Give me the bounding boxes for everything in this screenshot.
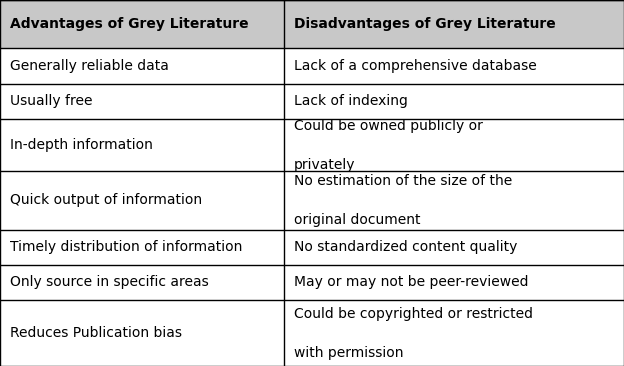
Bar [0, 119, 284, 171]
Text: Usually free: Usually free [10, 94, 92, 108]
Bar [0, 265, 284, 300]
Bar [284, 171, 624, 229]
Bar [0, 229, 284, 265]
Bar [284, 265, 624, 300]
Bar [284, 48, 624, 83]
Text: Quick output of information: Quick output of information [10, 194, 202, 208]
Text: Timely distribution of information: Timely distribution of information [10, 240, 242, 254]
Bar [0, 171, 284, 229]
Bar [284, 0, 624, 48]
Text: Could be copyrighted or restricted

with permission: Could be copyrighted or restricted with … [294, 307, 533, 359]
Text: Only source in specific areas: Only source in specific areas [10, 276, 209, 290]
Text: Advantages of Grey Literature: Advantages of Grey Literature [10, 17, 248, 31]
Text: Disadvantages of Grey Literature: Disadvantages of Grey Literature [294, 17, 555, 31]
Bar [0, 83, 284, 119]
Text: May or may not be peer-reviewed: May or may not be peer-reviewed [294, 276, 529, 290]
Bar [284, 300, 624, 366]
Text: Lack of a comprehensive database: Lack of a comprehensive database [294, 59, 537, 73]
Bar [284, 119, 624, 171]
Text: No estimation of the size of the

original document: No estimation of the size of the origina… [294, 174, 512, 227]
Bar [0, 300, 284, 366]
Text: No standardized content quality: No standardized content quality [294, 240, 517, 254]
Text: Could be owned publicly or

privately: Could be owned publicly or privately [294, 119, 483, 172]
Bar [0, 0, 284, 48]
Bar [0, 48, 284, 83]
Bar [284, 229, 624, 265]
Text: Reduces Publication bias: Reduces Publication bias [10, 326, 182, 340]
Text: Generally reliable data: Generally reliable data [10, 59, 169, 73]
Bar [284, 83, 624, 119]
Text: Lack of indexing: Lack of indexing [294, 94, 407, 108]
Text: In-depth information: In-depth information [10, 138, 153, 152]
